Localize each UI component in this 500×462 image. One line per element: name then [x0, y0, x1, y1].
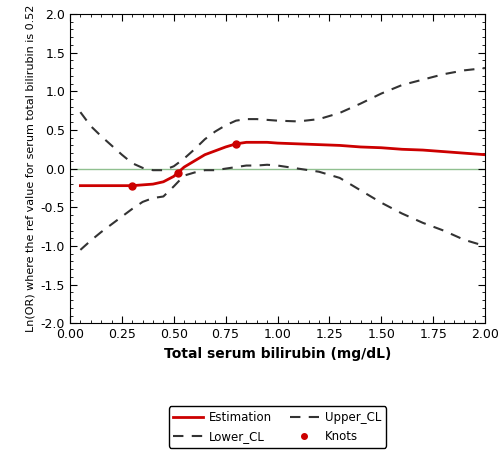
X-axis label: Total serum bilirubin (mg/dL): Total serum bilirubin (mg/dL) [164, 347, 391, 361]
Y-axis label: Ln(OR) where the ref value for serum total bilirubin is 0.52: Ln(OR) where the ref value for serum tot… [25, 5, 35, 332]
Legend: Estimation, Lower_CL, Upper_CL, Knots: Estimation, Lower_CL, Upper_CL, Knots [169, 406, 386, 448]
